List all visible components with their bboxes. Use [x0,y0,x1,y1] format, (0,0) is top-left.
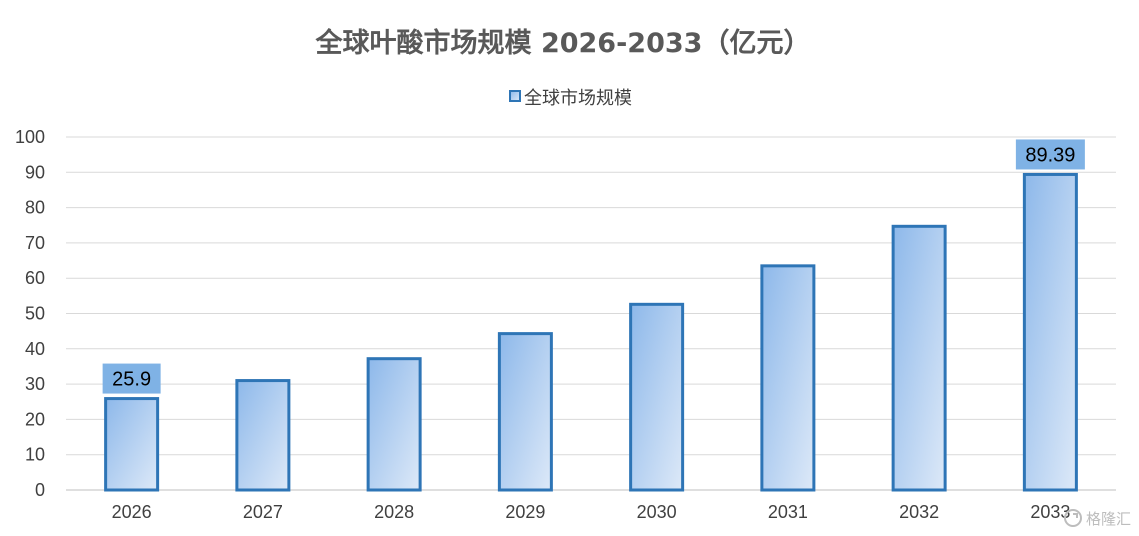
legend-label: 全球市场规模 [524,88,632,109]
y-tick-label: 70 [25,233,45,253]
bar-2030 [629,302,685,492]
data-label: 89.39 [1025,144,1075,166]
y-tick-label: 0 [35,480,45,500]
y-tick-label: 80 [25,198,45,218]
x-tick-label: 2031 [768,502,808,522]
bar-2031 [760,264,816,492]
gelonghui-logo-icon [1064,509,1082,527]
y-tick-label: 100 [15,127,45,147]
gridlines [66,136,1116,491]
x-tick-label: 2026 [112,502,152,522]
x-tick-label: 2028 [374,502,414,522]
y-axis-ticks: 0 10 20 30 40 50 60 70 80 90 100 [15,127,45,500]
watermark-text: 格隆汇 [1086,510,1131,528]
data-label-box [1015,139,1085,170]
y-tick-label: 30 [25,374,45,394]
y-tick-label: 20 [25,409,45,429]
y-tick-label: 40 [25,339,45,359]
y-tick-label: 90 [25,162,45,182]
bar-2033 [1022,172,1078,492]
chart-title: 全球叶酸市场规模 2026-2033（亿元） [315,27,811,59]
data-label-box [102,363,161,394]
bar-2027 [235,379,291,492]
y-tick-label: 10 [25,445,45,465]
bar-2028 [366,357,422,492]
x-tick-label: 2029 [505,502,545,522]
data-label: 25.9 [112,369,151,391]
legend: 全球市场规模 [509,88,632,109]
bar-2032 [891,224,947,492]
bar-2029 [497,332,553,492]
watermark: 格隆汇 [1064,509,1131,528]
x-axis-ticks: 2026 2027 2028 2029 2030 2031 2032 2033 [112,502,1071,522]
x-tick-label: 2030 [637,502,677,522]
data-labels: 25.9 89.39 [102,139,1085,394]
x-tick-label: 2027 [243,502,283,522]
y-tick-label: 60 [25,268,45,288]
x-tick-label: 2033 [1030,502,1070,522]
y-tick-label: 50 [25,304,45,324]
bars [104,172,1078,492]
legend-swatch [509,90,521,102]
bar-2026 [104,397,160,492]
x-tick-label: 2032 [899,502,939,522]
